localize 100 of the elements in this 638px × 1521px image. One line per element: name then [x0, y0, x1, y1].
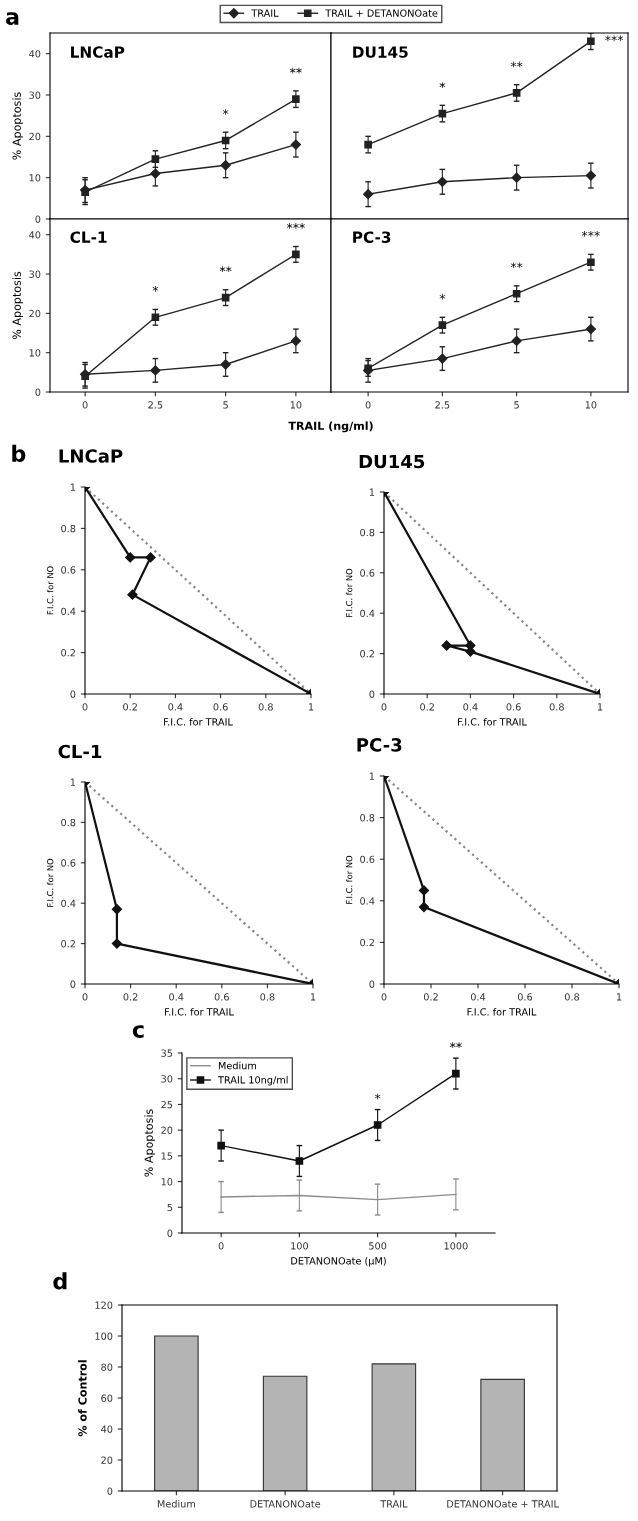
y-tick-label: 1: [70, 483, 76, 491]
x-tick-label: 0.2: [423, 993, 438, 1001]
annotation: ***: [286, 223, 305, 229]
x-tick-label: TRAIL: [380, 1500, 408, 1508]
y-tick-label: 1: [369, 772, 375, 780]
y-tick-label: 0.8: [61, 524, 76, 533]
y-axis-title: F.I.C. for NO: [345, 568, 353, 617]
y-axis-title: F.I.C. for NO: [46, 858, 54, 907]
y-tick-label: 0.2: [360, 650, 374, 658]
y-tick-label: 20: [161, 1126, 173, 1134]
y-tick-label: 80: [101, 1363, 113, 1371]
x-axis-title: F.I.C. for TRAIL: [164, 717, 233, 726]
x-tick-label: 1: [308, 703, 314, 711]
y-tick-label: 10: [29, 349, 41, 357]
y-tick-label: 10: [29, 174, 41, 182]
x-tick-label: 0: [218, 1242, 224, 1250]
y-tick-label: 25: [161, 1100, 173, 1109]
y-tick-label: 40: [101, 1425, 113, 1433]
annotation: *: [439, 82, 446, 88]
x-tick-label: Medium: [157, 1500, 195, 1508]
text: LNCaP: [71, 46, 125, 58]
y-tick-label: 35: [161, 1049, 173, 1057]
y-tick-label: 0.4: [61, 607, 76, 616]
y-tick-label: 0.6: [61, 566, 76, 574]
text: a: [5, 12, 19, 25]
y-tick-label: 0: [35, 388, 41, 396]
y-axis-title: % Apoptosis: [144, 1109, 156, 1177]
y-tick-label: 0.4: [61, 899, 76, 908]
y-tick-label: 60: [101, 1394, 113, 1402]
y-tick-label: 0: [70, 690, 76, 698]
y-tick-label: 0: [369, 980, 375, 988]
x-tick-label: 5: [514, 401, 519, 409]
x-tick-label: 0: [82, 993, 88, 1001]
chart-title: DU145: [359, 454, 425, 469]
x-tick-label: 0: [82, 703, 88, 711]
x-tick-label: 0.6: [506, 703, 521, 711]
x-tick-label: 1: [616, 993, 622, 1001]
chart-title: LNCaP: [59, 449, 123, 463]
y-tick-label: 0.4: [360, 897, 375, 905]
y-tick-label: 0.6: [360, 569, 375, 577]
annotation: ***: [581, 230, 600, 237]
text: d: [53, 1272, 67, 1290]
text: CL-1: [70, 231, 107, 243]
y-tick-label: 30: [29, 91, 41, 99]
annotation: *: [152, 285, 159, 292]
x-tick-label: 2.5: [435, 401, 450, 409]
annotation: *: [374, 1093, 381, 1100]
x-tick-label: 0.8: [258, 703, 273, 711]
y-tick-label: 120: [95, 1301, 113, 1309]
x-axis-title: F.I.C. for TRAIL: [165, 1007, 234, 1016]
annotation: ***: [605, 35, 624, 42]
x-tick-label: 0.4: [463, 703, 478, 711]
y-axis-title: % of Control: [78, 1360, 87, 1437]
x-tick-label: DETANONOate + TRAIL: [447, 1500, 559, 1508]
y-axis-title: % Apoptosis: [12, 92, 24, 160]
x-tick-label: 0.8: [260, 993, 275, 1001]
x-tick-label: 0.8: [549, 703, 564, 711]
y-tick-label: 0: [107, 1487, 113, 1495]
y-tick-label: 5: [167, 1203, 173, 1212]
x-axis-title: DETANONOate (µM): [291, 1257, 386, 1267]
x-tick-label: 0.8: [564, 993, 580, 1001]
annotation: *: [222, 109, 229, 115]
y-tick-label: 1: [369, 488, 375, 496]
x-tick-label: 500: [369, 1242, 387, 1250]
x-tick-label: 2.5: [148, 401, 163, 409]
y-tick-label: 20: [101, 1456, 113, 1464]
y-tick-label: 40: [29, 50, 41, 58]
legend-label: TRAIL 10ng/ml: [217, 1076, 288, 1086]
y-tick-label: 30: [29, 270, 41, 278]
chart-title: CL-1: [58, 744, 102, 759]
y-tick-label: 20: [29, 309, 41, 318]
annotation: **: [219, 266, 232, 273]
y-axis-title: F.I.C. for NO: [46, 566, 54, 615]
legend-label: TRAIL: [251, 9, 279, 17]
y-tick-label: 0.8: [360, 528, 375, 537]
x-tick-label: 0: [82, 401, 88, 409]
y-tick-label: 0.8: [360, 814, 375, 822]
y-axis-title: F.I.C. for NO: [345, 855, 353, 904]
legend-label: TRAIL + DETANONOate: [325, 9, 438, 17]
annotation: **: [450, 1042, 462, 1048]
y-tick-label: 0: [70, 980, 76, 988]
x-axis-title: F.I.C. for TRAIL: [467, 1007, 537, 1016]
x-tick-label: 10: [290, 401, 302, 409]
text: PC-3: [353, 231, 391, 243]
x-tick-label: 10: [585, 401, 597, 409]
y-tick-label: 40: [29, 231, 41, 239]
x-tick-label: DETANONOate: [250, 1500, 321, 1508]
x-tick-label: 0.6: [517, 993, 533, 1001]
y-tick-label: 10: [161, 1178, 173, 1186]
y-tick-label: 0.6: [61, 859, 76, 867]
x-tick-label: 1: [310, 993, 316, 1001]
y-tick-label: 1: [70, 778, 76, 786]
x-tick-label: 1: [597, 703, 603, 711]
x-axis-title: TRAIL (ng/ml): [288, 421, 373, 433]
annotation: **: [510, 61, 523, 68]
text: b: [12, 444, 26, 462]
x-tick-label: 1000: [444, 1242, 468, 1250]
x-tick-label: 0: [381, 703, 387, 711]
y-tick-label: 0.2: [360, 938, 374, 947]
y-tick-label: 0.6: [360, 855, 375, 864]
